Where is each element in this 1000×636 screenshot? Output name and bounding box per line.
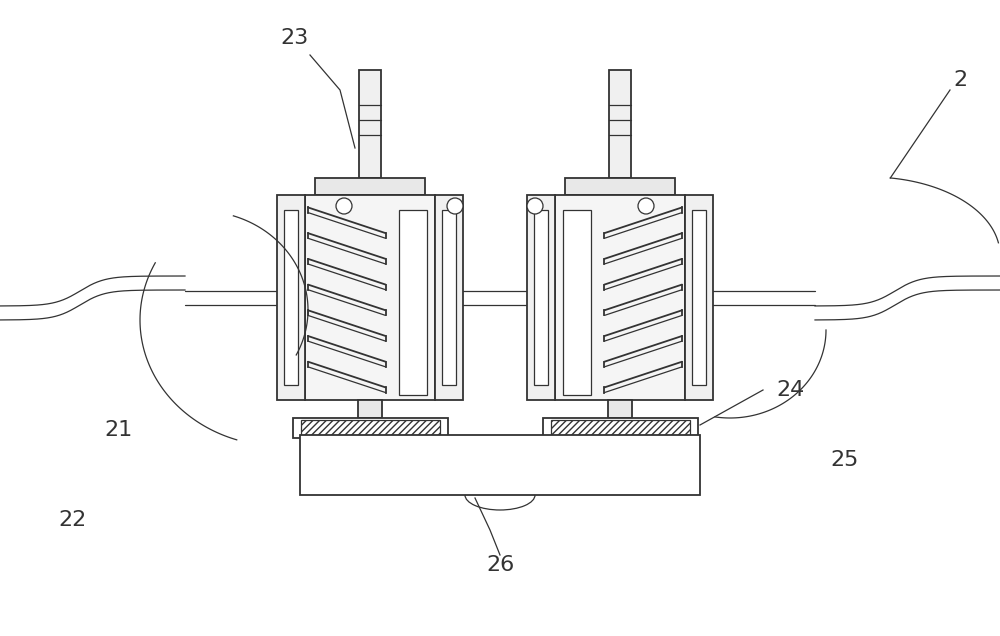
Bar <box>315 178 425 195</box>
Bar <box>685 195 713 400</box>
Bar <box>527 195 555 400</box>
Bar <box>442 210 456 385</box>
Bar <box>305 195 435 400</box>
Bar <box>358 400 382 418</box>
Bar <box>565 178 675 195</box>
Circle shape <box>447 198 463 214</box>
Bar <box>359 70 381 178</box>
Bar <box>399 210 427 395</box>
Bar <box>563 210 591 395</box>
Circle shape <box>336 198 352 214</box>
Bar <box>555 195 685 400</box>
Circle shape <box>638 198 654 214</box>
Text: 2: 2 <box>953 70 967 90</box>
Bar <box>534 210 548 385</box>
Bar <box>300 420 440 436</box>
Bar <box>692 210 706 385</box>
Text: 23: 23 <box>281 28 309 48</box>
Bar <box>284 210 298 385</box>
Text: 25: 25 <box>831 450 859 470</box>
Bar <box>609 70 631 178</box>
Text: 21: 21 <box>104 420 132 440</box>
Bar <box>302 437 698 493</box>
Text: 24: 24 <box>776 380 804 400</box>
Bar <box>292 418 448 438</box>
Bar <box>277 195 305 400</box>
Bar <box>300 435 700 495</box>
Bar <box>542 418 698 438</box>
Circle shape <box>527 198 543 214</box>
Bar <box>608 400 632 418</box>
Bar <box>550 420 690 436</box>
Text: 22: 22 <box>58 510 86 530</box>
Text: 26: 26 <box>486 555 514 575</box>
Bar <box>435 195 463 400</box>
